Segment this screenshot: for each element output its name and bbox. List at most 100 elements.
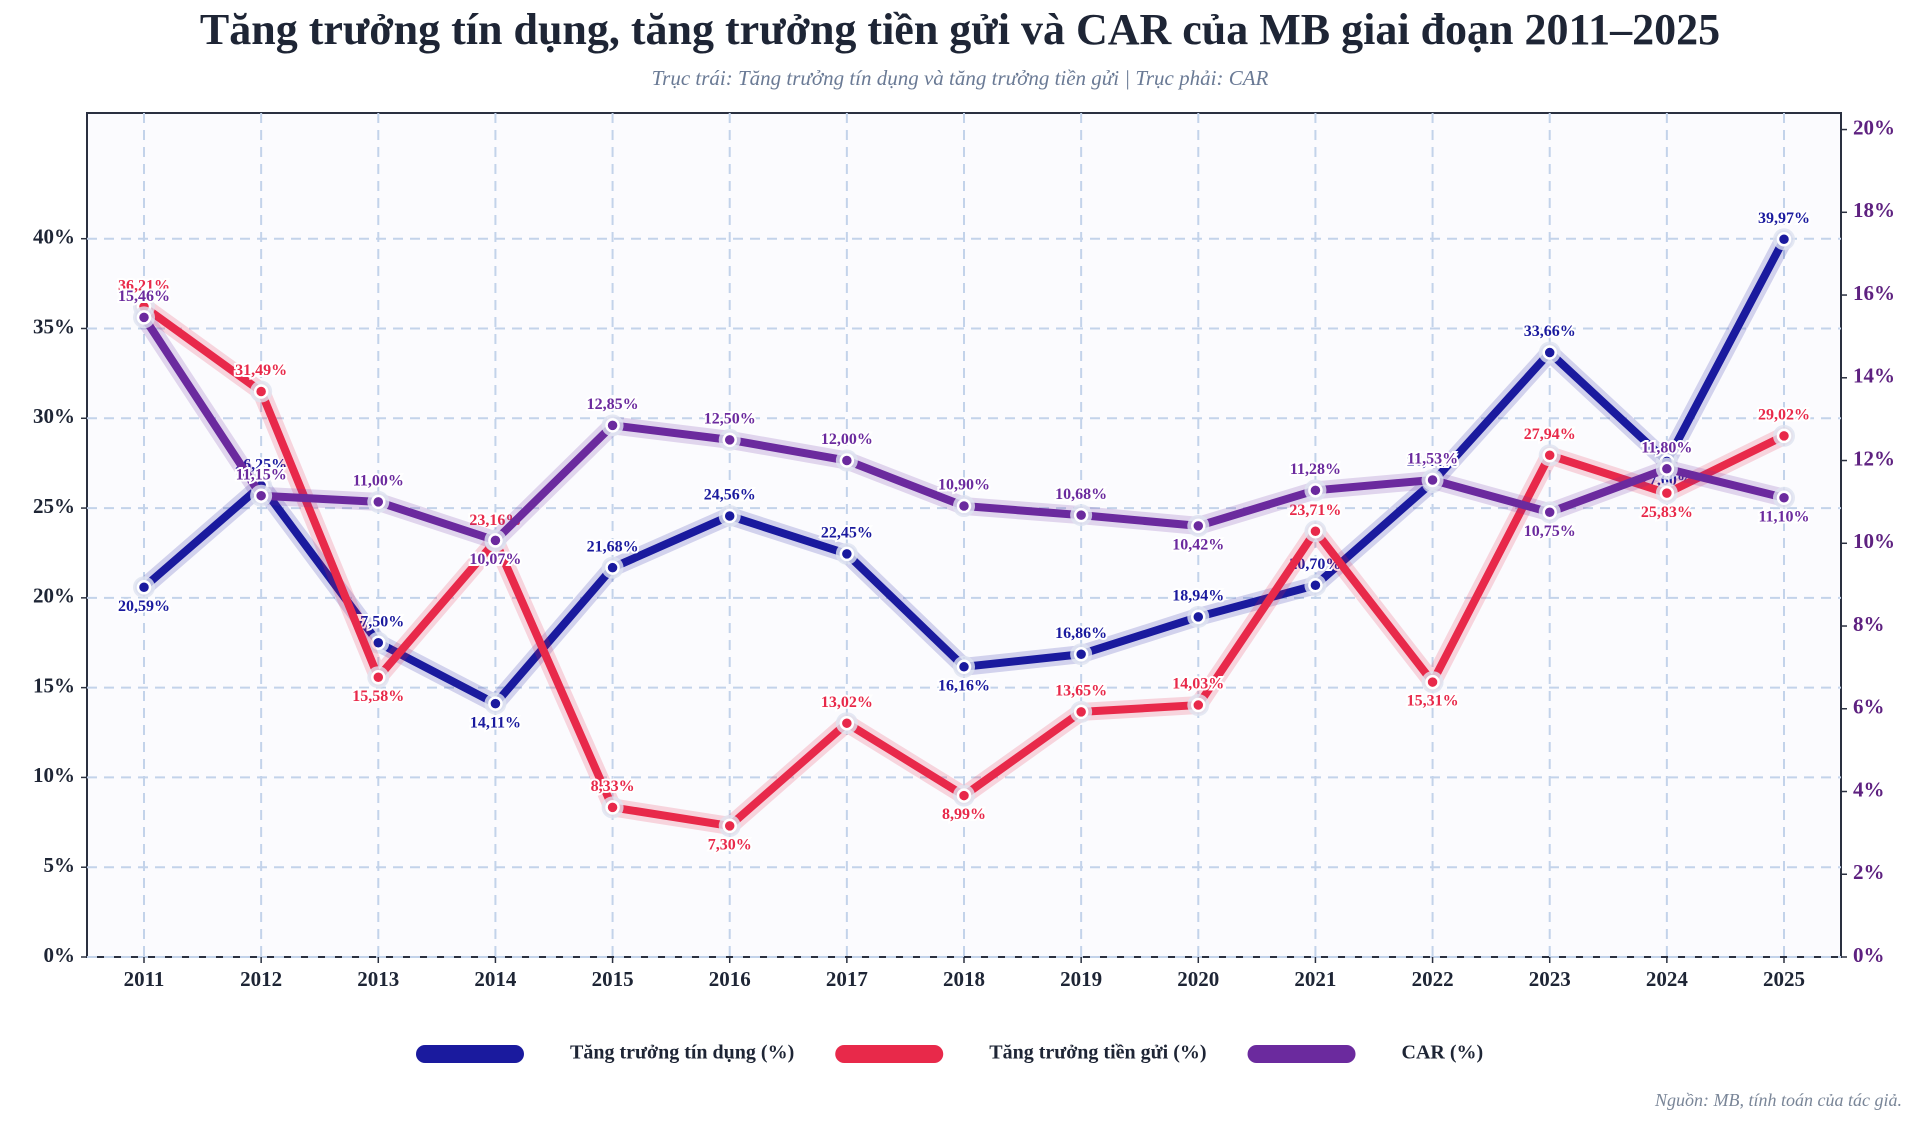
data-label: 22,45%: [821, 525, 873, 542]
y2-tick-label: 20%: [1853, 115, 1895, 139]
x-tick-label: 2023: [1529, 967, 1571, 991]
data-label: 12,00%: [821, 431, 873, 448]
y2-tick-label: 2%: [1853, 860, 1885, 884]
data-point: [1191, 518, 1206, 534]
data-point: [722, 432, 737, 448]
y2-tick-label: 8%: [1853, 612, 1885, 636]
data-label: 11,00%: [353, 473, 404, 490]
data-point: [956, 498, 972, 514]
x-tick-label: 2016: [709, 967, 751, 991]
data-point: [1542, 448, 1557, 463]
data-label: 27,94%: [1524, 426, 1576, 443]
x-tick-label: 2014: [474, 967, 517, 991]
data-label: 13,02%: [821, 694, 873, 711]
y-tick-label: 25%: [33, 494, 75, 518]
y-tick-label: 30%: [33, 404, 75, 428]
data-label: 10,07%: [469, 551, 521, 568]
data-label: 10,75%: [1524, 523, 1576, 540]
data-point: [722, 818, 737, 834]
y-tick-label: 0%: [44, 943, 76, 967]
chart-subtitle: Trục trái: Tăng trưởng tín dụng và tăng …: [652, 66, 1269, 90]
data-point: [1542, 345, 1557, 360]
data-point: [1542, 504, 1557, 520]
data-point: [253, 488, 269, 503]
data-label: 15,31%: [1407, 693, 1459, 710]
data-label: 18,94%: [1172, 588, 1224, 605]
data-label: 12,50%: [704, 411, 756, 428]
data-point: [488, 696, 503, 711]
data-point: [253, 384, 269, 399]
y-tick-label: 10%: [33, 763, 75, 787]
data-label: 14,11%: [470, 714, 521, 731]
data-point: [1191, 609, 1206, 625]
data-label: 11,15%: [236, 466, 287, 483]
data-point: [1308, 578, 1323, 593]
x-tick-label: 2021: [1294, 967, 1336, 991]
x-tick-label: 2013: [357, 967, 399, 991]
data-label: 11,53%: [1407, 451, 1458, 468]
data-label: 36,21%: [118, 277, 170, 294]
legend-label: CAR (%): [1402, 1042, 1484, 1064]
data-label: 15,58%: [352, 688, 404, 705]
data-label: 12,85%: [587, 396, 639, 413]
y2-tick-label: 6%: [1853, 695, 1885, 719]
data-label: 10,42%: [1172, 537, 1224, 554]
data-point: [136, 310, 152, 325]
chart-title: Tăng trưởng tín dụng, tăng trưởng tiền g…: [200, 5, 1720, 54]
data-point: [1191, 697, 1206, 713]
data-label: 31,49%: [235, 362, 287, 379]
data-point: [1073, 704, 1089, 720]
y-tick-label: 20%: [33, 584, 75, 608]
y2-tick-label: 0%: [1853, 943, 1885, 967]
y-tick-label: 35%: [33, 314, 75, 338]
data-label: 16,16%: [938, 677, 990, 694]
data-label: 11,28%: [1290, 461, 1341, 478]
x-tick-label: 2025: [1763, 967, 1805, 991]
data-label: 13,65%: [1055, 683, 1107, 700]
x-tick-label: 2015: [592, 967, 634, 991]
data-point: [956, 659, 972, 675]
data-point: [1425, 472, 1440, 488]
data-point: [605, 800, 620, 815]
data-label: 10,90%: [938, 477, 990, 494]
data-label: 8,99%: [942, 806, 986, 823]
data-label: 25,83%: [1641, 504, 1693, 521]
y2-tick-label: 4%: [1853, 777, 1885, 801]
legend-label: Tăng trưởng tín dụng (%): [570, 1042, 794, 1064]
data-label: 21,68%: [587, 538, 639, 555]
data-point: [1776, 428, 1792, 444]
y-tick-label: 5%: [44, 853, 76, 877]
data-label: 10,68%: [1055, 486, 1107, 503]
y-tick-label: 40%: [33, 225, 75, 249]
data-label: 20,59%: [118, 598, 170, 615]
data-point: [956, 788, 972, 803]
data-label: 14,03%: [1172, 676, 1224, 693]
data-point: [1776, 231, 1792, 247]
legend-label: Tăng trưởng tiền gửi (%): [989, 1042, 1206, 1064]
data-point: [605, 560, 620, 575]
y2-tick-label: 16%: [1853, 281, 1895, 305]
data-point: [605, 418, 620, 433]
x-tick-label: 2022: [1412, 967, 1454, 991]
data-label: 23,71%: [1289, 502, 1341, 519]
data-label: 24,56%: [704, 487, 756, 504]
data-point: [722, 508, 737, 524]
data-point: [1308, 483, 1323, 498]
data-label: 39,97%: [1758, 210, 1810, 227]
data-point: [839, 546, 855, 562]
data-point: [488, 533, 503, 548]
data-point: [1308, 523, 1323, 539]
data-point: [1776, 490, 1792, 506]
data-label: 33,66%: [1524, 323, 1576, 340]
data-point: [1659, 461, 1675, 477]
x-tick-label: 2011: [124, 967, 165, 991]
x-tick-label: 2017: [826, 967, 868, 991]
data-label: 17,50%: [352, 613, 404, 630]
source-note: Nguồn: MB, tính toán của tác giả.: [1654, 1090, 1902, 1110]
data-point: [1425, 674, 1440, 690]
y-tick-label: 15%: [33, 673, 75, 697]
data-label: 11,10%: [1758, 508, 1809, 525]
x-tick-label: 2019: [1060, 967, 1102, 991]
data-point: [1073, 646, 1089, 662]
data-label: 29,02%: [1758, 407, 1810, 424]
